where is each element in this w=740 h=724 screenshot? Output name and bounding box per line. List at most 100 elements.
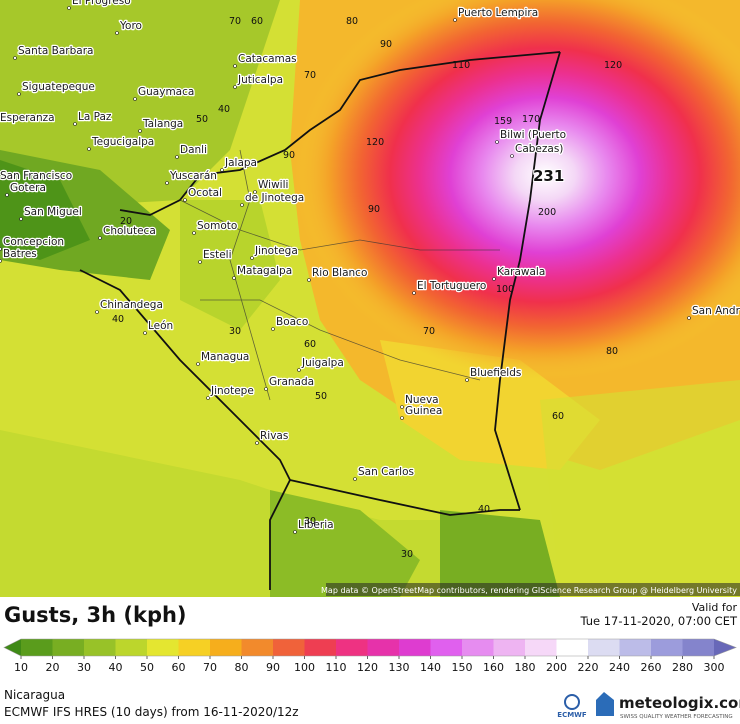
contour-label: 20 — [120, 216, 132, 227]
contour-label: 30 — [304, 516, 316, 527]
colorbar-label: 110 — [326, 661, 347, 674]
colorbar-segment — [178, 639, 211, 656]
colorbar-segment — [619, 639, 652, 656]
city-dot — [232, 276, 236, 280]
city-dot — [264, 387, 268, 391]
colorbar-segment — [84, 639, 116, 656]
colorbar-label: 20 — [46, 661, 60, 674]
contour-label: 70 — [304, 70, 316, 81]
colorbar-arrow — [4, 639, 21, 656]
city-dot — [19, 217, 23, 221]
city-dot — [453, 18, 457, 22]
city-dot — [67, 6, 71, 10]
city-label: Yuscarán — [169, 170, 217, 182]
city-dot — [495, 140, 499, 144]
colorbar-label: 10 — [14, 661, 28, 674]
city-dot — [17, 92, 21, 96]
city-label: Rivas — [260, 430, 288, 442]
contour-label: 30 — [401, 549, 413, 560]
contour-label: 40 — [478, 504, 490, 515]
city-dot — [255, 441, 259, 445]
city-label: Jalapa — [224, 157, 257, 169]
colorbar-label: 140 — [420, 661, 441, 674]
city-label: Granada — [269, 376, 314, 388]
city-label: El Progreso — [72, 0, 131, 7]
colorbar-label: 100 — [294, 661, 315, 674]
city-dot — [95, 310, 99, 314]
city-label: Danli — [180, 144, 207, 156]
contour-label: 120 — [604, 60, 622, 71]
city-dot — [233, 64, 237, 68]
colorbar-label: 80 — [235, 661, 249, 674]
colorbar-segment — [556, 639, 589, 656]
city-dot — [0, 247, 2, 251]
colorbar-label: 30 — [77, 661, 91, 674]
colorbar-label: 90 — [266, 661, 280, 674]
city-label: Juigalpa — [301, 357, 344, 369]
colorbar-segment — [430, 639, 463, 656]
city-label: de Jinotega — [245, 192, 304, 204]
city-label: Karawala — [497, 266, 545, 278]
colorbar-label: 160 — [483, 661, 504, 674]
colorbar-label: 120 — [357, 661, 378, 674]
colorbar-label: 70 — [203, 661, 217, 674]
model-info: ECMWF IFS HRES (10 days) from 16-11-2020… — [4, 705, 299, 719]
city-label: Nueva — [405, 394, 439, 406]
city-dot — [192, 231, 196, 235]
city-dot — [98, 236, 102, 240]
city-label: El Tortuguero — [417, 280, 486, 292]
city-label: Tegucigalpa — [91, 136, 154, 148]
city-label: San Carlos — [358, 466, 414, 478]
city-label: Puerto Lempira — [458, 7, 538, 19]
city-dot — [220, 168, 224, 172]
region: Nicaragua — [4, 688, 65, 702]
city-dot — [293, 530, 297, 534]
contour-label: 90 — [368, 204, 380, 215]
colorbar-segment — [399, 639, 431, 656]
colorbar-segment — [462, 639, 494, 656]
city-label: San Francisco — [0, 170, 72, 182]
city-label: León — [148, 320, 173, 332]
colorbar-segment — [682, 639, 715, 656]
colorbar-segment — [241, 639, 274, 656]
city-dot — [307, 278, 311, 282]
colorbar-segment — [493, 639, 526, 656]
contour-label: 120 — [366, 137, 384, 148]
city-dot — [400, 405, 404, 409]
city-label: Batres — [3, 248, 37, 260]
colorbar-label: 60 — [172, 661, 186, 674]
city-label: Liberia — [298, 519, 334, 531]
colorbar-segment — [21, 639, 53, 656]
colorbar-segment — [147, 639, 179, 656]
colorbar-label: 300 — [704, 661, 725, 674]
colorbar-label: 150 — [452, 661, 473, 674]
city-dot — [412, 291, 416, 295]
colorbar-label: 220 — [578, 661, 599, 674]
city-label: Esteli — [203, 249, 232, 261]
city-dot — [400, 416, 404, 420]
city-label: Gotera — [10, 182, 46, 194]
colorbar-segment — [525, 639, 557, 656]
city-dot — [253, 190, 257, 194]
city-label: Esperanza — [0, 112, 55, 124]
contour-label: 110 — [452, 60, 470, 71]
contour-label: 40 — [218, 104, 230, 115]
city-label: Jinotega — [254, 245, 298, 257]
brand: meteologix.com — [619, 694, 740, 712]
colorbar-label: 180 — [515, 661, 536, 674]
contour-label: 80 — [606, 346, 618, 357]
legend-title: Gusts, 3h (kph) — [4, 603, 187, 627]
ecmwf-logo: ECMWF — [557, 711, 587, 719]
city-dot — [183, 198, 187, 202]
contour-label: 90 — [283, 150, 295, 161]
colorbar-arrow — [714, 639, 736, 656]
city-dot — [115, 31, 119, 35]
contour-label: 60 — [251, 16, 263, 27]
city-dot — [687, 316, 691, 320]
tagline: SWISS QUALITY WEATHER FORECASTING — [620, 714, 733, 720]
colorbar-segment — [273, 639, 305, 656]
contour-label: 70 — [423, 326, 435, 337]
contour-label: 90 — [380, 39, 392, 50]
contour-label: 159 — [494, 116, 512, 127]
